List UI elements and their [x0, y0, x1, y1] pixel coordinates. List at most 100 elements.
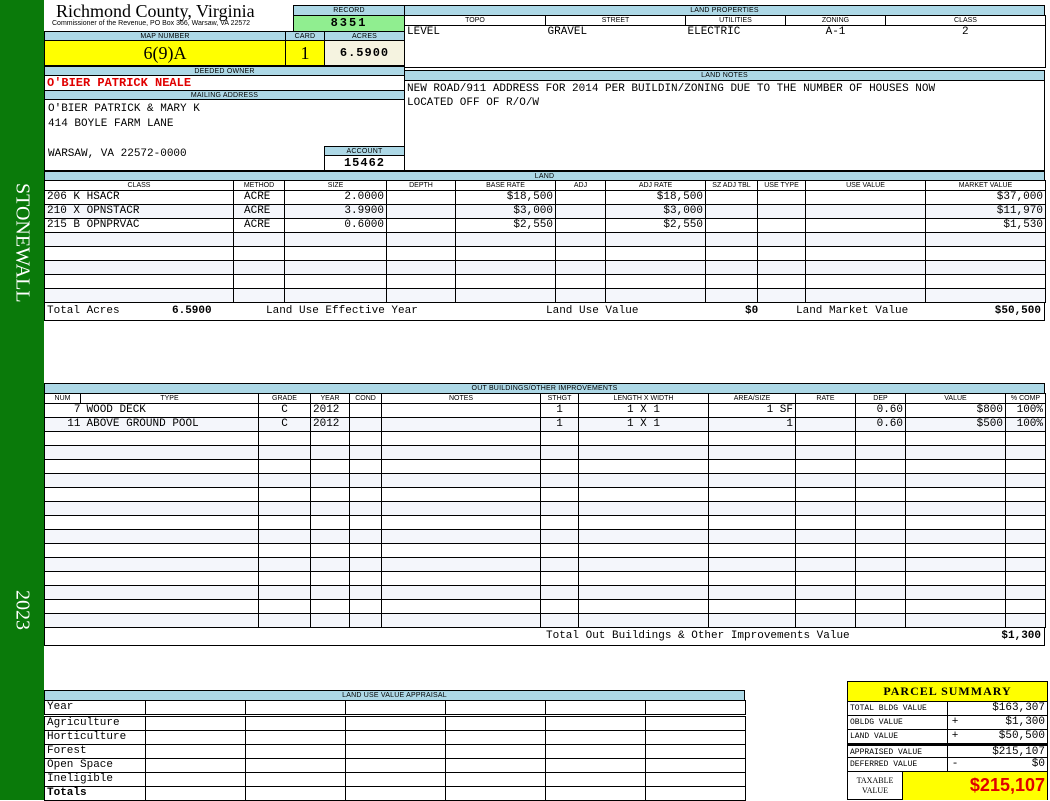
- outbuildings-row: [44, 585, 1046, 600]
- utilities-value: ELECTRIC: [685, 25, 786, 68]
- land-cell: $3,000: [605, 204, 706, 219]
- outbuildings-cell: WOOD DECK: [80, 403, 259, 418]
- land-use-cell: [545, 786, 646, 801]
- land-cell: $37,000: [925, 190, 1046, 205]
- outbuildings-cell: ABOVE GROUND POOL: [80, 417, 259, 432]
- outbuildings-cell: [708, 501, 796, 516]
- land-row: [44, 274, 1046, 289]
- outbuildings-cell: [578, 445, 709, 460]
- land-cell: [805, 260, 926, 275]
- land-cell: [386, 288, 456, 303]
- col-class: CLASS: [885, 15, 1046, 26]
- col-utilities: UTILITIES: [685, 15, 786, 26]
- land-cell: [705, 246, 758, 261]
- outbuildings-cell: [80, 599, 259, 614]
- land-cell: ACRE: [233, 190, 285, 205]
- land-use-row: Forest: [44, 744, 746, 759]
- outbuildings-cell: [80, 585, 259, 600]
- outbuildings-cell: [708, 613, 796, 628]
- land-cell: [705, 260, 758, 275]
- land-use-row-label: Agriculture: [44, 715, 146, 731]
- land-cell: [757, 260, 806, 275]
- land-cell: [705, 232, 758, 247]
- outbuildings-cell: [44, 585, 81, 600]
- outbuildings-cell: [310, 613, 350, 628]
- outbuildings-cell: [578, 501, 709, 516]
- outbuildings-cell: [795, 445, 856, 460]
- land-notes-line-2: LOCATED OFF OF R/O/W: [407, 97, 540, 109]
- outbuildings-cell: [540, 473, 579, 488]
- summary-label: TOTAL BLDG VALUE: [848, 702, 948, 715]
- outbuildings-cell: C: [258, 403, 311, 418]
- outbuildings-cell: [44, 501, 81, 516]
- outbuildings-cell: [258, 529, 311, 544]
- outbuildings-cell: [44, 473, 81, 488]
- land-row: [44, 260, 1046, 275]
- land-use-cell: [245, 772, 346, 787]
- outbuildings-cell: [381, 613, 541, 628]
- land-col-header: ADJ RATE: [605, 180, 706, 191]
- land-cell: [757, 204, 806, 219]
- land-cell: [284, 260, 387, 275]
- topo-value: LEVEL: [404, 25, 546, 68]
- land-use-row-label: Year: [44, 700, 146, 717]
- outbuildings-cell: [310, 459, 350, 474]
- summary-label: LAND VALUE: [848, 730, 948, 743]
- outbuildings-cell: [905, 459, 1006, 474]
- outbuildings-cell: [349, 613, 382, 628]
- land-use-cell: [645, 772, 746, 787]
- land-cell: ACRE: [233, 218, 285, 233]
- outbuildings-cell: [381, 571, 541, 586]
- land-cell: [386, 246, 456, 261]
- outbuildings-col-header: RATE: [795, 393, 856, 404]
- land-use-cell: [145, 715, 246, 731]
- outbuildings-row: [44, 515, 1046, 530]
- outbuildings-col-header: STHGT: [540, 393, 579, 404]
- summary-label: OBLDG VALUE: [848, 716, 948, 729]
- outbuildings-cell: [381, 585, 541, 600]
- outbuildings-cell: [855, 431, 906, 446]
- outbuildings-cell: [540, 431, 579, 446]
- land-cell: [44, 274, 234, 289]
- land-use-cell: [445, 772, 546, 787]
- outbuildings-cell: [44, 571, 81, 586]
- land-cell: [284, 274, 387, 289]
- record-value: 8351: [293, 15, 405, 32]
- outbuildings-row: [44, 473, 1046, 488]
- land-use-cell: [345, 772, 446, 787]
- outbuildings-row: [44, 571, 1046, 586]
- land-use-row: Open Space: [44, 758, 746, 773]
- outbuildings-row: [44, 543, 1046, 558]
- land-cell: [284, 232, 387, 247]
- land-use-cell: [645, 715, 746, 731]
- land-cell: $18,500: [605, 190, 706, 205]
- outbuildings-cell: [310, 487, 350, 502]
- land-cell: [757, 274, 806, 289]
- land-use-cell: [445, 786, 546, 801]
- total-acres-label: Total Acres: [47, 305, 120, 317]
- land-cell: [805, 190, 926, 205]
- land-cell: [757, 218, 806, 233]
- outbuildings-cell: 0.60: [855, 417, 906, 432]
- land-cell: [805, 204, 926, 219]
- land-use-cell: [645, 700, 746, 717]
- outbuildings-cell: [349, 403, 382, 418]
- outbuildings-cell: [44, 543, 81, 558]
- taxable-value: $215,107: [903, 772, 1047, 800]
- outbuildings-cell: [349, 431, 382, 446]
- outbuildings-col-header: NUM: [44, 393, 81, 404]
- outbuildings-cell: [381, 543, 541, 558]
- outbuildings-cell: [795, 571, 856, 586]
- parcel-summary-title: PARCEL SUMMARY: [848, 682, 1047, 702]
- land-cell: [805, 218, 926, 233]
- outbuildings-cell: [44, 445, 81, 460]
- land-cell: [386, 232, 456, 247]
- land-cell: [233, 246, 285, 261]
- land-cell: [284, 246, 387, 261]
- land-cell: [455, 288, 556, 303]
- outbuildings-cell: [795, 403, 856, 418]
- outbuildings-cell: [349, 529, 382, 544]
- land-cell: $1,530: [925, 218, 1046, 233]
- outbuildings-cell: [708, 599, 796, 614]
- land-use-row: Horticulture: [44, 730, 746, 745]
